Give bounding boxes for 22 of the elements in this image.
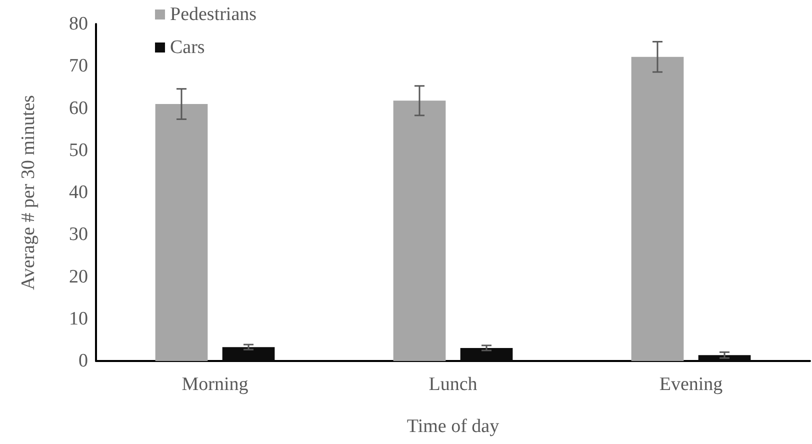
y-tick-label: 20 [69,266,88,288]
y-tick-label: 50 [69,140,88,161]
y-tick-label: 60 [69,98,88,119]
legend-label: Cars [170,37,205,58]
y-tick-label: 10 [69,308,88,330]
bar [155,104,208,361]
bar [393,100,446,361]
x-tick-label: Evening [659,374,724,395]
legend-label: Pedestrians [170,4,257,25]
y-axis-title: Average # per 30 minutes [18,95,39,290]
x-axis-title: Time of day [406,416,500,437]
y-tick-label: 40 [69,182,88,203]
bar [631,56,684,361]
y-tick-label: 70 [69,56,88,77]
bar [222,347,275,361]
bar [698,355,751,361]
y-tick-label: 0 [78,350,88,372]
y-tick-label: 30 [69,224,88,246]
x-tick-label: Morning [182,374,249,395]
bar [460,348,513,361]
y-tick-label: 80 [69,14,88,34]
x-tick-label: Lunch [428,374,478,395]
